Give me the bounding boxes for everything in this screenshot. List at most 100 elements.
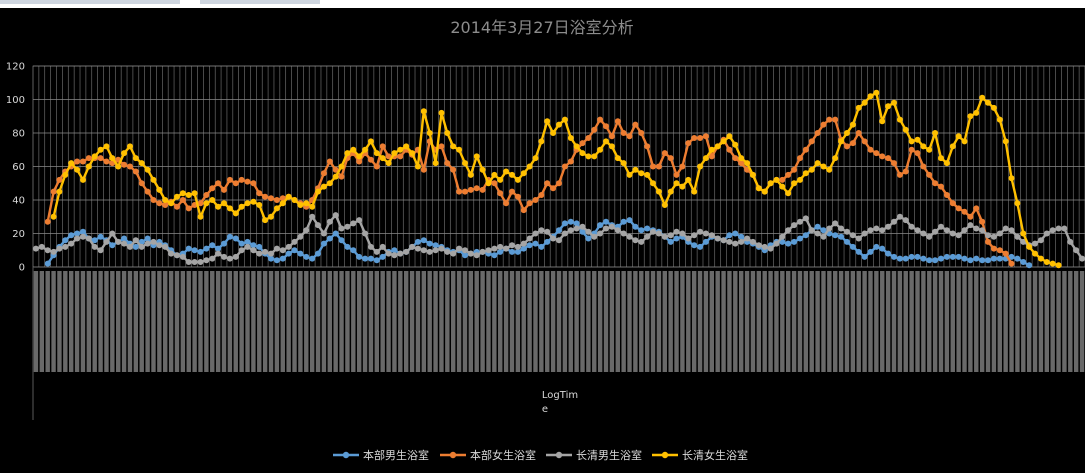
x-tick-label	[815, 271, 820, 372]
x-tick-label	[257, 271, 262, 372]
x-tick-label	[498, 271, 503, 372]
x-tick-label	[245, 271, 250, 372]
data-point	[702, 133, 709, 140]
x-tick-label	[791, 271, 797, 372]
data-point	[191, 190, 198, 197]
data-point	[132, 155, 139, 162]
data-point	[203, 245, 210, 252]
x-axis	[32, 267, 1085, 420]
data-point	[561, 230, 568, 237]
data-point	[74, 166, 81, 173]
data-point	[520, 207, 527, 214]
data-point	[56, 245, 63, 252]
data-point	[779, 233, 786, 240]
data-point	[179, 197, 186, 203]
data-point	[579, 140, 586, 147]
series-lines	[32, 89, 1085, 269]
x-tick-label	[304, 271, 309, 372]
data-point	[655, 163, 662, 170]
x-tick-label	[997, 271, 1002, 372]
data-point	[103, 238, 110, 245]
data-point	[56, 188, 63, 195]
data-point	[861, 230, 868, 237]
data-point	[497, 176, 504, 183]
x-tick-label	[827, 271, 832, 372]
data-point	[174, 193, 180, 200]
x-tick-label	[580, 271, 585, 372]
data-point	[679, 163, 686, 170]
data-point	[80, 176, 86, 183]
data-point	[221, 253, 227, 260]
data-point	[268, 213, 274, 220]
data-point	[338, 173, 345, 180]
x-tick-label	[409, 271, 415, 372]
x-tick-label	[597, 271, 603, 372]
data-point	[908, 138, 915, 145]
data-point	[885, 103, 892, 110]
data-point	[667, 232, 674, 239]
data-point	[879, 118, 886, 125]
x-tick-label	[110, 271, 115, 372]
data-point	[626, 217, 633, 224]
data-point	[644, 143, 651, 150]
data-point	[973, 109, 980, 116]
data-point	[256, 243, 263, 250]
data-point	[256, 202, 263, 208]
data-point	[250, 198, 257, 205]
x-tick-label	[392, 271, 397, 372]
x-tick-label	[298, 271, 303, 372]
data-point	[320, 170, 327, 177]
data-point	[632, 237, 639, 244]
x-tick-label	[803, 271, 809, 372]
data-point	[309, 255, 316, 262]
data-point	[309, 213, 316, 220]
data-point	[732, 155, 739, 162]
data-point	[332, 166, 339, 173]
data-point	[121, 240, 128, 247]
x-tick-label	[451, 271, 456, 372]
data-point	[491, 245, 498, 252]
data-point	[967, 113, 974, 120]
data-point	[797, 176, 803, 183]
x-tick-label	[421, 271, 427, 372]
data-point	[156, 186, 163, 193]
data-point	[397, 146, 404, 153]
data-point	[603, 138, 609, 145]
data-point	[168, 250, 175, 257]
data-point	[550, 130, 557, 136]
data-point	[221, 186, 227, 193]
x-tick-label	[644, 271, 650, 372]
data-point	[691, 242, 698, 249]
data-point	[697, 163, 704, 170]
x-tick-label	[145, 271, 150, 372]
data-point	[844, 228, 850, 235]
y-tick-label: 60	[12, 162, 25, 173]
data-point	[297, 250, 304, 257]
data-point	[238, 176, 245, 183]
x-tick-label	[174, 271, 180, 372]
x-tick-label	[1026, 271, 1032, 372]
data-point	[432, 247, 439, 254]
data-point	[362, 230, 369, 237]
data-point	[697, 135, 704, 141]
x-tick-label	[1009, 271, 1014, 372]
data-point	[603, 225, 609, 232]
chart-title: 2014年3月27日浴室分析	[450, 18, 633, 37]
data-point	[509, 248, 515, 255]
data-point	[861, 253, 868, 260]
data-point	[385, 160, 392, 167]
data-point	[932, 257, 939, 264]
x-tick-label	[868, 271, 873, 372]
data-point	[185, 259, 192, 265]
data-point	[749, 171, 756, 178]
x-tick-label	[545, 271, 550, 372]
data-point	[132, 237, 139, 244]
data-point	[791, 180, 798, 187]
x-tick-label	[721, 271, 726, 372]
data-point	[279, 200, 286, 207]
data-point	[720, 237, 727, 244]
data-point	[344, 243, 351, 250]
data-point	[985, 238, 991, 245]
data-point	[820, 233, 827, 240]
